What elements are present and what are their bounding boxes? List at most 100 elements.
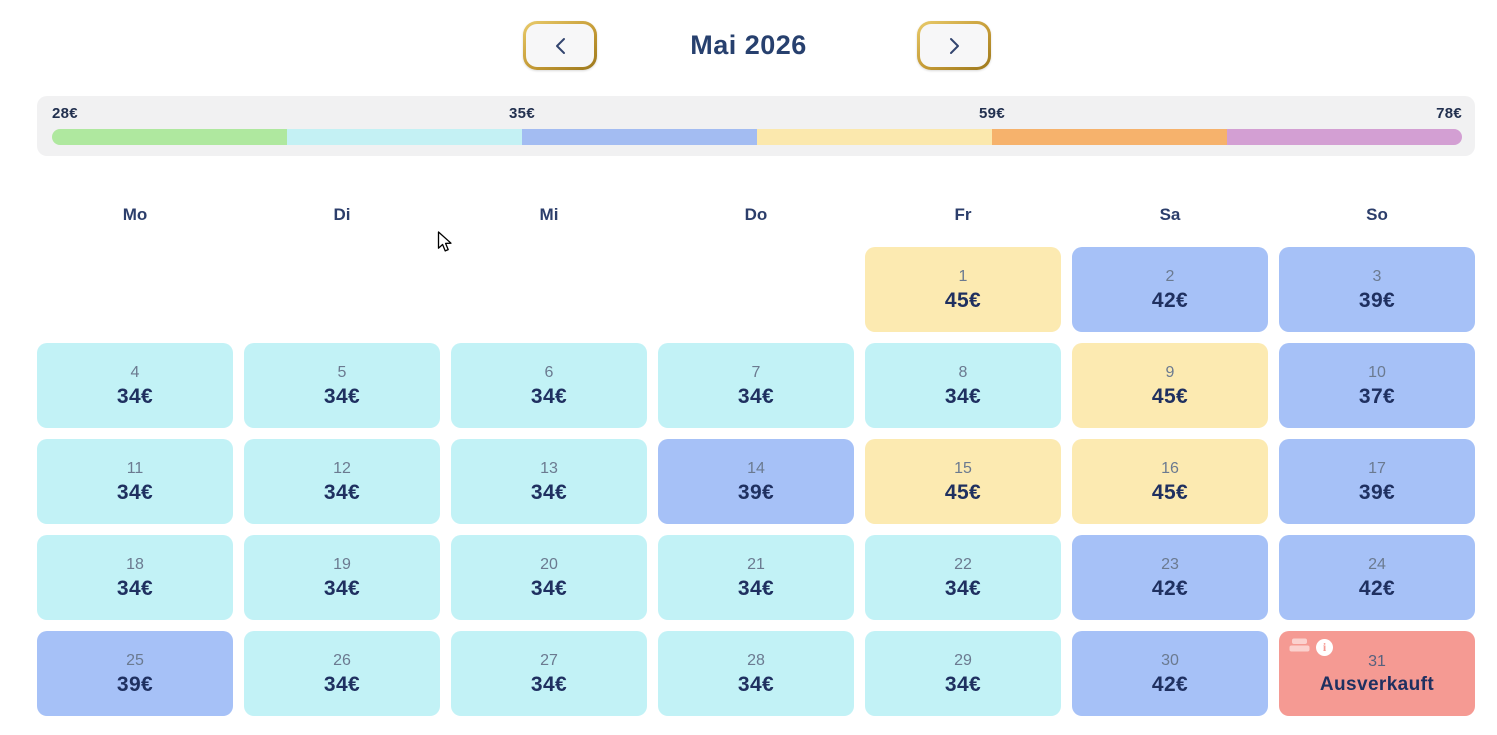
day-cell-11[interactable]: 11 34€	[37, 439, 233, 524]
weekday-mo: Mo	[122, 205, 148, 224]
day-cell-5[interactable]: 5 34€	[244, 343, 440, 428]
price-label-mid1: 35€	[509, 105, 535, 122]
weekday-sa: Sa	[1159, 205, 1181, 224]
day-price: 39€	[116, 672, 154, 696]
price-segment-2	[287, 129, 522, 145]
day-price: 45€	[944, 480, 982, 504]
day-cell-23[interactable]: 23 42€	[1072, 535, 1268, 620]
day-number: 29	[954, 651, 972, 669]
day-price: 34€	[323, 576, 361, 600]
day-cell-10[interactable]: 10 37€	[1279, 343, 1475, 428]
next-month-button[interactable]	[917, 21, 991, 70]
day-cell-22[interactable]: 22 34€	[865, 535, 1061, 620]
day-number: 8	[958, 363, 968, 381]
chevron-right-icon	[920, 24, 988, 67]
day-cell-20[interactable]: 20 34€	[451, 535, 647, 620]
day-number: 23	[1161, 555, 1179, 573]
day-cell-12[interactable]: 12 34€	[244, 439, 440, 524]
day-price: 34€	[323, 672, 361, 696]
day-cell-1[interactable]: 1 45€	[865, 247, 1061, 332]
day-cell-13[interactable]: 13 34€	[451, 439, 647, 524]
day-cell-14[interactable]: 14 39€	[658, 439, 854, 524]
bed-icon	[1289, 638, 1310, 657]
day-cell-28[interactable]: 28 34€	[658, 631, 854, 716]
day-price: Ausverkauft	[1319, 673, 1435, 695]
day-price: 34€	[116, 480, 154, 504]
day-cell-15[interactable]: 15 45€	[865, 439, 1061, 524]
weekday-row: Mo Di Mi Do Fr Sa So	[37, 195, 1475, 235]
weekday-so: So	[1366, 205, 1388, 224]
day-cell-17[interactable]: 17 39€	[1279, 439, 1475, 524]
day-price: 34€	[116, 576, 154, 600]
price-segment-3	[522, 129, 757, 145]
day-price: 34€	[323, 384, 361, 408]
day-price: 39€	[1358, 480, 1396, 504]
day-cell-26[interactable]: 26 34€	[244, 631, 440, 716]
day-cell-2[interactable]: 2 42€	[1072, 247, 1268, 332]
day-number: 13	[540, 459, 558, 477]
day-number: 27	[540, 651, 558, 669]
day-cell-4[interactable]: 4 34€	[37, 343, 233, 428]
day-number: 4	[130, 363, 140, 381]
day-number: 16	[1161, 459, 1179, 477]
day-cell-27[interactable]: 27 34€	[451, 631, 647, 716]
price-segment-6	[1227, 129, 1462, 145]
day-price: 34€	[944, 576, 982, 600]
day-cell-3[interactable]: 3 39€	[1279, 247, 1475, 332]
day-number: 10	[1368, 363, 1386, 381]
day-price: 34€	[737, 384, 775, 408]
price-label-max: 78€	[1436, 105, 1462, 122]
calendar: Mo Di Mi Do Fr Sa So 1 45€ 2 42€ 3 39€ 4 34€ 5 34€ 6 34€ 7…	[37, 195, 1475, 716]
empty-cell	[244, 247, 440, 332]
day-price: 34€	[530, 384, 568, 408]
day-number: 22	[954, 555, 972, 573]
day-cell-25[interactable]: 25 39€	[37, 631, 233, 716]
day-price: 45€	[1151, 480, 1189, 504]
weekday-mi: Mi	[539, 205, 559, 224]
day-cell-8[interactable]: 8 34€	[865, 343, 1061, 428]
day-number: 9	[1165, 363, 1175, 381]
day-cell-24[interactable]: 24 42€	[1279, 535, 1475, 620]
empty-cell	[658, 247, 854, 332]
price-label-mid2: 59€	[979, 105, 1005, 122]
day-price: 34€	[116, 384, 154, 408]
day-price: 34€	[530, 672, 568, 696]
day-cell-30[interactable]: 30 42€	[1072, 631, 1268, 716]
day-price: 42€	[1151, 672, 1189, 696]
day-cell-7[interactable]: 7 34€	[658, 343, 854, 428]
day-number: 28	[747, 651, 765, 669]
day-price: 45€	[1151, 384, 1189, 408]
day-number: 6	[544, 363, 554, 381]
day-number: 5	[337, 363, 347, 381]
month-title: Mai 2026	[690, 30, 807, 60]
day-cell-6[interactable]: 6 34€	[451, 343, 647, 428]
day-number: 18	[126, 555, 144, 573]
day-cell-29[interactable]: 29 34€	[865, 631, 1061, 716]
calendar-grid: 1 45€ 2 42€ 3 39€ 4 34€ 5 34€ 6 34€ 7 34€ 8 34€ 9 45€ 10 37…	[37, 247, 1475, 716]
info-icon[interactable]: i	[1316, 639, 1333, 656]
day-price: 42€	[1151, 288, 1189, 312]
day-cell-9[interactable]: 9 45€	[1072, 343, 1268, 428]
day-price: 37€	[1358, 384, 1396, 408]
day-cell-19[interactable]: 19 34€	[244, 535, 440, 620]
day-number: 3	[1372, 267, 1382, 285]
price-segment-4	[757, 129, 992, 145]
prev-month-button[interactable]	[523, 21, 597, 70]
day-number: 26	[333, 651, 351, 669]
day-number: 19	[333, 555, 351, 573]
price-gradient-bar	[52, 129, 1462, 145]
day-cell-18[interactable]: 18 34€	[37, 535, 233, 620]
day-number: 21	[747, 555, 765, 573]
day-price: 42€	[1151, 576, 1189, 600]
day-cell-16[interactable]: 16 45€	[1072, 439, 1268, 524]
day-price: 34€	[530, 576, 568, 600]
day-number: 17	[1368, 459, 1386, 477]
day-number: 2	[1165, 267, 1175, 285]
day-cell-21[interactable]: 21 34€	[658, 535, 854, 620]
day-number: 20	[540, 555, 558, 573]
price-legend: 28€ 35€ 59€ 78€	[37, 96, 1475, 156]
empty-cell	[451, 247, 647, 332]
day-number: 1	[958, 267, 968, 285]
day-number: 31	[1368, 652, 1386, 670]
day-price: 42€	[1358, 576, 1396, 600]
